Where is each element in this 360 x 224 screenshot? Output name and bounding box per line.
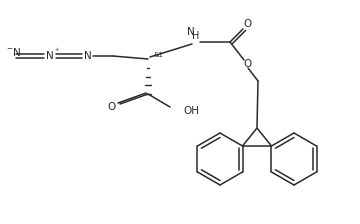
Text: O: O [244,59,252,69]
Text: N: N [84,51,92,61]
Text: N: N [46,51,54,61]
Text: O: O [108,102,116,112]
Text: $\mathsf{{}^{-}N}$: $\mathsf{{}^{-}N}$ [6,46,21,58]
Text: &1: &1 [153,52,163,58]
Text: N: N [187,27,195,37]
Text: $\mathsf{{}^{+}}$: $\mathsf{{}^{+}}$ [54,48,60,54]
Text: OH: OH [183,106,199,116]
Text: H: H [192,31,200,41]
Text: O: O [244,19,252,29]
